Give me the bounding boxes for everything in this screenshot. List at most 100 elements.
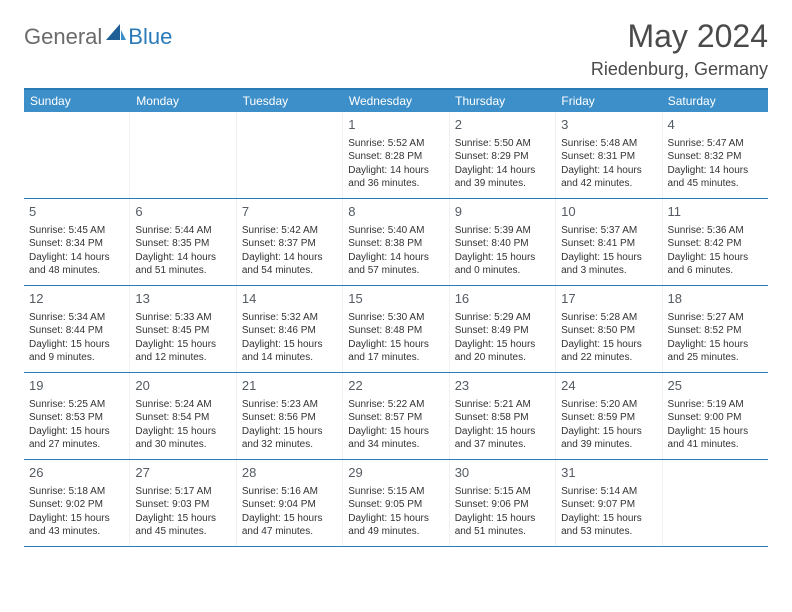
- location-label: Riedenburg, Germany: [591, 59, 768, 80]
- daylight-line: Daylight: 15 hours and 27 minutes.: [29, 425, 124, 452]
- sunrise-line: Sunrise: 5:17 AM: [135, 485, 230, 499]
- dow-friday: Friday: [555, 90, 661, 112]
- daylight-line: Daylight: 15 hours and 34 minutes.: [348, 425, 443, 452]
- daylight-line: Daylight: 14 hours and 51 minutes.: [135, 251, 230, 278]
- daylight-line: Daylight: 15 hours and 3 minutes.: [561, 251, 656, 278]
- daylight-line: Daylight: 15 hours and 17 minutes.: [348, 338, 443, 365]
- day-cell: 6 Sunrise: 5:44 AMSunset: 8:35 PMDaylight…: [129, 199, 235, 285]
- day-number: 21: [242, 377, 337, 395]
- daylight-line: Daylight: 15 hours and 49 minutes.: [348, 512, 443, 539]
- daylight-line: Daylight: 15 hours and 41 minutes.: [668, 425, 763, 452]
- sunrise-line: Sunrise: 5:44 AM: [135, 224, 230, 238]
- day-cell: 12Sunrise: 5:34 AMSunset: 8:44 PMDayligh…: [24, 286, 129, 372]
- month-title: May 2024: [591, 18, 768, 55]
- sunset-line: Sunset: 8:42 PM: [668, 237, 763, 251]
- daylight-line: Daylight: 14 hours and 36 minutes.: [348, 164, 443, 191]
- day-number: 3: [561, 116, 656, 134]
- day-number: 1: [348, 116, 443, 134]
- day-cell: 15Sunrise: 5:30 AMSunset: 8:48 PMDayligh…: [342, 286, 448, 372]
- day-number: 13: [135, 290, 230, 308]
- day-cell: 16Sunrise: 5:29 AMSunset: 8:49 PMDayligh…: [449, 286, 555, 372]
- dow-wednesday: Wednesday: [343, 90, 449, 112]
- sunrise-line: Sunrise: 5:37 AM: [561, 224, 656, 238]
- day-number: 7: [242, 203, 337, 221]
- daylight-line: Daylight: 14 hours and 45 minutes.: [668, 164, 763, 191]
- sunrise-line: Sunrise: 5:25 AM: [29, 398, 124, 412]
- sunset-line: Sunset: 8:48 PM: [348, 324, 443, 338]
- day-cell: 31Sunrise: 5:14 AMSunset: 9:07 PMDayligh…: [555, 460, 661, 546]
- sunset-line: Sunset: 8:53 PM: [29, 411, 124, 425]
- day-number: 9: [455, 203, 550, 221]
- day-cell: 3Sunrise: 5:48 AMSunset: 8:31 PMDaylight…: [555, 112, 661, 198]
- daylight-line: Daylight: 15 hours and 47 minutes.: [242, 512, 337, 539]
- day-cell: [129, 112, 235, 198]
- day-cell: 26Sunrise: 5:18 AMSunset: 9:02 PMDayligh…: [24, 460, 129, 546]
- sunset-line: Sunset: 8:31 PM: [561, 150, 656, 164]
- day-of-week-row: Sunday Monday Tuesday Wednesday Thursday…: [24, 90, 768, 112]
- sunset-line: Sunset: 8:35 PM: [135, 237, 230, 251]
- week-row: 19Sunrise: 5:25 AMSunset: 8:53 PMDayligh…: [24, 373, 768, 460]
- day-number: 17: [561, 290, 656, 308]
- sunset-line: Sunset: 8:52 PM: [668, 324, 763, 338]
- sunrise-line: Sunrise: 5:15 AM: [348, 485, 443, 499]
- day-number: 6: [135, 203, 230, 221]
- sunset-line: Sunset: 8:38 PM: [348, 237, 443, 251]
- sunset-line: Sunset: 8:46 PM: [242, 324, 337, 338]
- day-cell: 2Sunrise: 5:50 AMSunset: 8:29 PMDaylight…: [449, 112, 555, 198]
- day-number: 22: [348, 377, 443, 395]
- day-number: 20: [135, 377, 230, 395]
- week-row: 12Sunrise: 5:34 AMSunset: 8:44 PMDayligh…: [24, 286, 768, 373]
- day-cell: 27Sunrise: 5:17 AMSunset: 9:03 PMDayligh…: [129, 460, 235, 546]
- day-number: 30: [455, 464, 550, 482]
- sunset-line: Sunset: 8:57 PM: [348, 411, 443, 425]
- day-number: 18: [668, 290, 763, 308]
- day-cell: 28Sunrise: 5:16 AMSunset: 9:04 PMDayligh…: [236, 460, 342, 546]
- sunset-line: Sunset: 8:29 PM: [455, 150, 550, 164]
- sunrise-line: Sunrise: 5:52 AM: [348, 137, 443, 151]
- day-cell: 21Sunrise: 5:23 AMSunset: 8:56 PMDayligh…: [236, 373, 342, 459]
- sunrise-line: Sunrise: 5:50 AM: [455, 137, 550, 151]
- day-cell: 8Sunrise: 5:40 AMSunset: 8:38 PMDaylight…: [342, 199, 448, 285]
- daylight-line: Daylight: 15 hours and 45 minutes.: [135, 512, 230, 539]
- daylight-line: Daylight: 14 hours and 39 minutes.: [455, 164, 550, 191]
- sunset-line: Sunset: 9:06 PM: [455, 498, 550, 512]
- day-number: 11: [668, 203, 763, 221]
- dow-thursday: Thursday: [449, 90, 555, 112]
- sunset-line: Sunset: 9:07 PM: [561, 498, 656, 512]
- daylight-line: Daylight: 15 hours and 25 minutes.: [668, 338, 763, 365]
- sunrise-line: Sunrise: 5:40 AM: [348, 224, 443, 238]
- daylight-line: Daylight: 14 hours and 48 minutes.: [29, 251, 124, 278]
- daylight-line: Daylight: 15 hours and 9 minutes.: [29, 338, 124, 365]
- sail-icon: [106, 24, 126, 40]
- day-number: 8: [348, 203, 443, 221]
- day-cell: 20Sunrise: 5:24 AMSunset: 8:54 PMDayligh…: [129, 373, 235, 459]
- sunrise-line: Sunrise: 5:48 AM: [561, 137, 656, 151]
- sunset-line: Sunset: 8:37 PM: [242, 237, 337, 251]
- daylight-line: Daylight: 15 hours and 30 minutes.: [135, 425, 230, 452]
- calendar-grid: Sunday Monday Tuesday Wednesday Thursday…: [24, 88, 768, 547]
- dow-monday: Monday: [130, 90, 236, 112]
- sunrise-line: Sunrise: 5:47 AM: [668, 137, 763, 151]
- sunrise-line: Sunrise: 5:21 AM: [455, 398, 550, 412]
- day-number: 23: [455, 377, 550, 395]
- sunset-line: Sunset: 9:04 PM: [242, 498, 337, 512]
- day-number: 28: [242, 464, 337, 482]
- daylight-line: Daylight: 15 hours and 51 minutes.: [455, 512, 550, 539]
- page-header: General Blue May 2024 Riedenburg, German…: [24, 18, 768, 80]
- dow-tuesday: Tuesday: [237, 90, 343, 112]
- day-cell: 22Sunrise: 5:22 AMSunset: 8:57 PMDayligh…: [342, 373, 448, 459]
- week-row: 26Sunrise: 5:18 AMSunset: 9:02 PMDayligh…: [24, 460, 768, 547]
- sunrise-line: Sunrise: 5:27 AM: [668, 311, 763, 325]
- day-cell: 30 Sunrise: 5:15 AMSunset: 9:06 PMDayligh…: [449, 460, 555, 546]
- daylight-line: Daylight: 15 hours and 6 minutes.: [668, 251, 763, 278]
- day-number: 29: [348, 464, 443, 482]
- day-cell: [24, 112, 129, 198]
- sunset-line: Sunset: 9:02 PM: [29, 498, 124, 512]
- day-cell: 23Sunrise: 5:21 AMSunset: 8:58 PMDayligh…: [449, 373, 555, 459]
- day-cell: 4Sunrise: 5:47 AMSunset: 8:32 PMDaylight…: [662, 112, 768, 198]
- brand-logo: General Blue: [24, 18, 172, 50]
- sunset-line: Sunset: 9:03 PM: [135, 498, 230, 512]
- sunset-line: Sunset: 9:00 PM: [668, 411, 763, 425]
- sunrise-line: Sunrise: 5:15 AM: [455, 485, 550, 499]
- calendar-page: General Blue May 2024 Riedenburg, German…: [0, 0, 792, 565]
